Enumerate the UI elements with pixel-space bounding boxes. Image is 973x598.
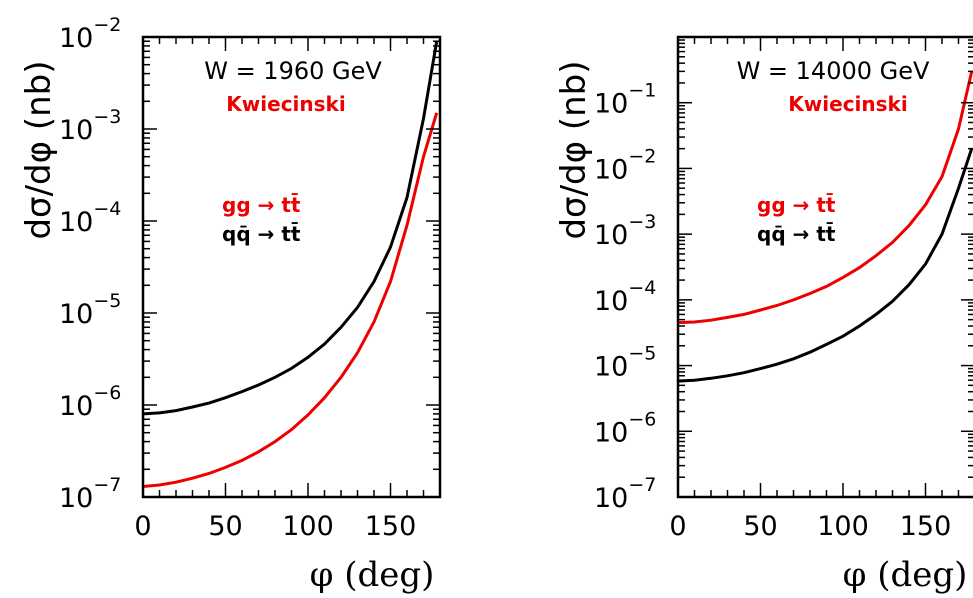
x-tick-label: 50: [208, 511, 242, 542]
y-tick-base: 10: [594, 352, 628, 383]
y-tick-exponent: −6: [93, 382, 121, 404]
y-tick-base: 10: [594, 89, 628, 120]
y-tick-base: 10: [594, 154, 628, 185]
x-tick-label: 0: [134, 511, 151, 542]
y-tick-base: 10: [594, 483, 628, 514]
x-tick-label: 100: [817, 511, 869, 542]
y-tick-base: 10: [59, 115, 93, 146]
y-tick-exponent: −6: [628, 408, 656, 430]
y-tick-label: 10−3: [59, 106, 121, 146]
series-line-gg: [143, 112, 439, 488]
y-tick-exponent: −4: [628, 277, 656, 299]
y-tick-base: 10: [59, 23, 93, 54]
y-tick-label: 10−3: [594, 211, 656, 251]
x-axis-label: φ (deg): [843, 555, 968, 595]
y-tick-label: 10−7: [594, 474, 656, 514]
series-line-gg: [678, 71, 973, 325]
panel-subtitle: Kwiecinski: [226, 92, 345, 116]
x-tick-label: 100: [282, 511, 334, 542]
y-tick-label: 10−6: [594, 408, 656, 448]
y-tick-exponent: −3: [628, 211, 656, 233]
y-tick-base: 10: [59, 299, 93, 330]
y-tick-label: 10−5: [594, 343, 656, 383]
y-tick-label: 10−2: [59, 14, 121, 54]
x-tick-label: 50: [743, 511, 777, 542]
y-tick-label: 10−2: [594, 145, 656, 185]
x-tick-label: 150: [900, 511, 952, 542]
y-tick-label: 10−4: [59, 198, 121, 238]
y-tick-exponent: −5: [628, 343, 656, 365]
panel-title: W = 1960 GeV: [204, 57, 382, 85]
series-line-qq: [678, 148, 973, 383]
x-axis-label: φ (deg): [310, 555, 435, 595]
y-tick-base: 10: [59, 391, 93, 422]
x-tick-label: 150: [365, 511, 417, 542]
y-tick-base: 10: [59, 483, 93, 514]
panel-title: W = 14000 GeV: [737, 57, 930, 85]
series-line-qq: [143, 40, 439, 416]
y-tick-base: 10: [594, 220, 628, 251]
y-tick-label: 10−1: [594, 80, 656, 120]
y-tick-exponent: −4: [93, 198, 121, 220]
y-tick-base: 10: [59, 207, 93, 238]
y-tick-exponent: −1: [628, 80, 656, 102]
y-tick-label: 10−5: [59, 290, 121, 330]
y-tick-exponent: −7: [93, 474, 121, 496]
y-tick-exponent: −2: [628, 145, 656, 167]
y-axis-label: dσ/dφ (nb): [19, 60, 59, 239]
x-tick-label: 0: [669, 511, 686, 542]
legend-entry-qq: qq̄ → tt̄: [222, 222, 301, 246]
y-tick-label: 10−6: [59, 382, 121, 422]
legend-entry-gg: gg → tt̄: [222, 193, 301, 217]
y-tick-exponent: −7: [628, 474, 656, 496]
panel-subtitle: Kwiecinski: [788, 92, 907, 116]
chart-panel-2: 10−710−610−510−410−310−210−10 50 100 150dσ/…: [554, 35, 973, 595]
y-tick-base: 10: [594, 286, 628, 317]
y-tick-base: 10: [594, 417, 628, 448]
y-axis-label: dσ/dφ (nb): [554, 60, 594, 239]
legend-entry-qq: qq̄ → tt̄: [757, 222, 836, 246]
y-tick-exponent: −5: [93, 290, 121, 312]
y-tick-label: 10−4: [594, 277, 656, 317]
y-tick-exponent: −2: [93, 14, 121, 36]
y-tick-label: 10−7: [59, 474, 121, 514]
y-tick-exponent: −3: [93, 106, 121, 128]
legend-entry-gg: gg → tt̄: [757, 193, 836, 217]
